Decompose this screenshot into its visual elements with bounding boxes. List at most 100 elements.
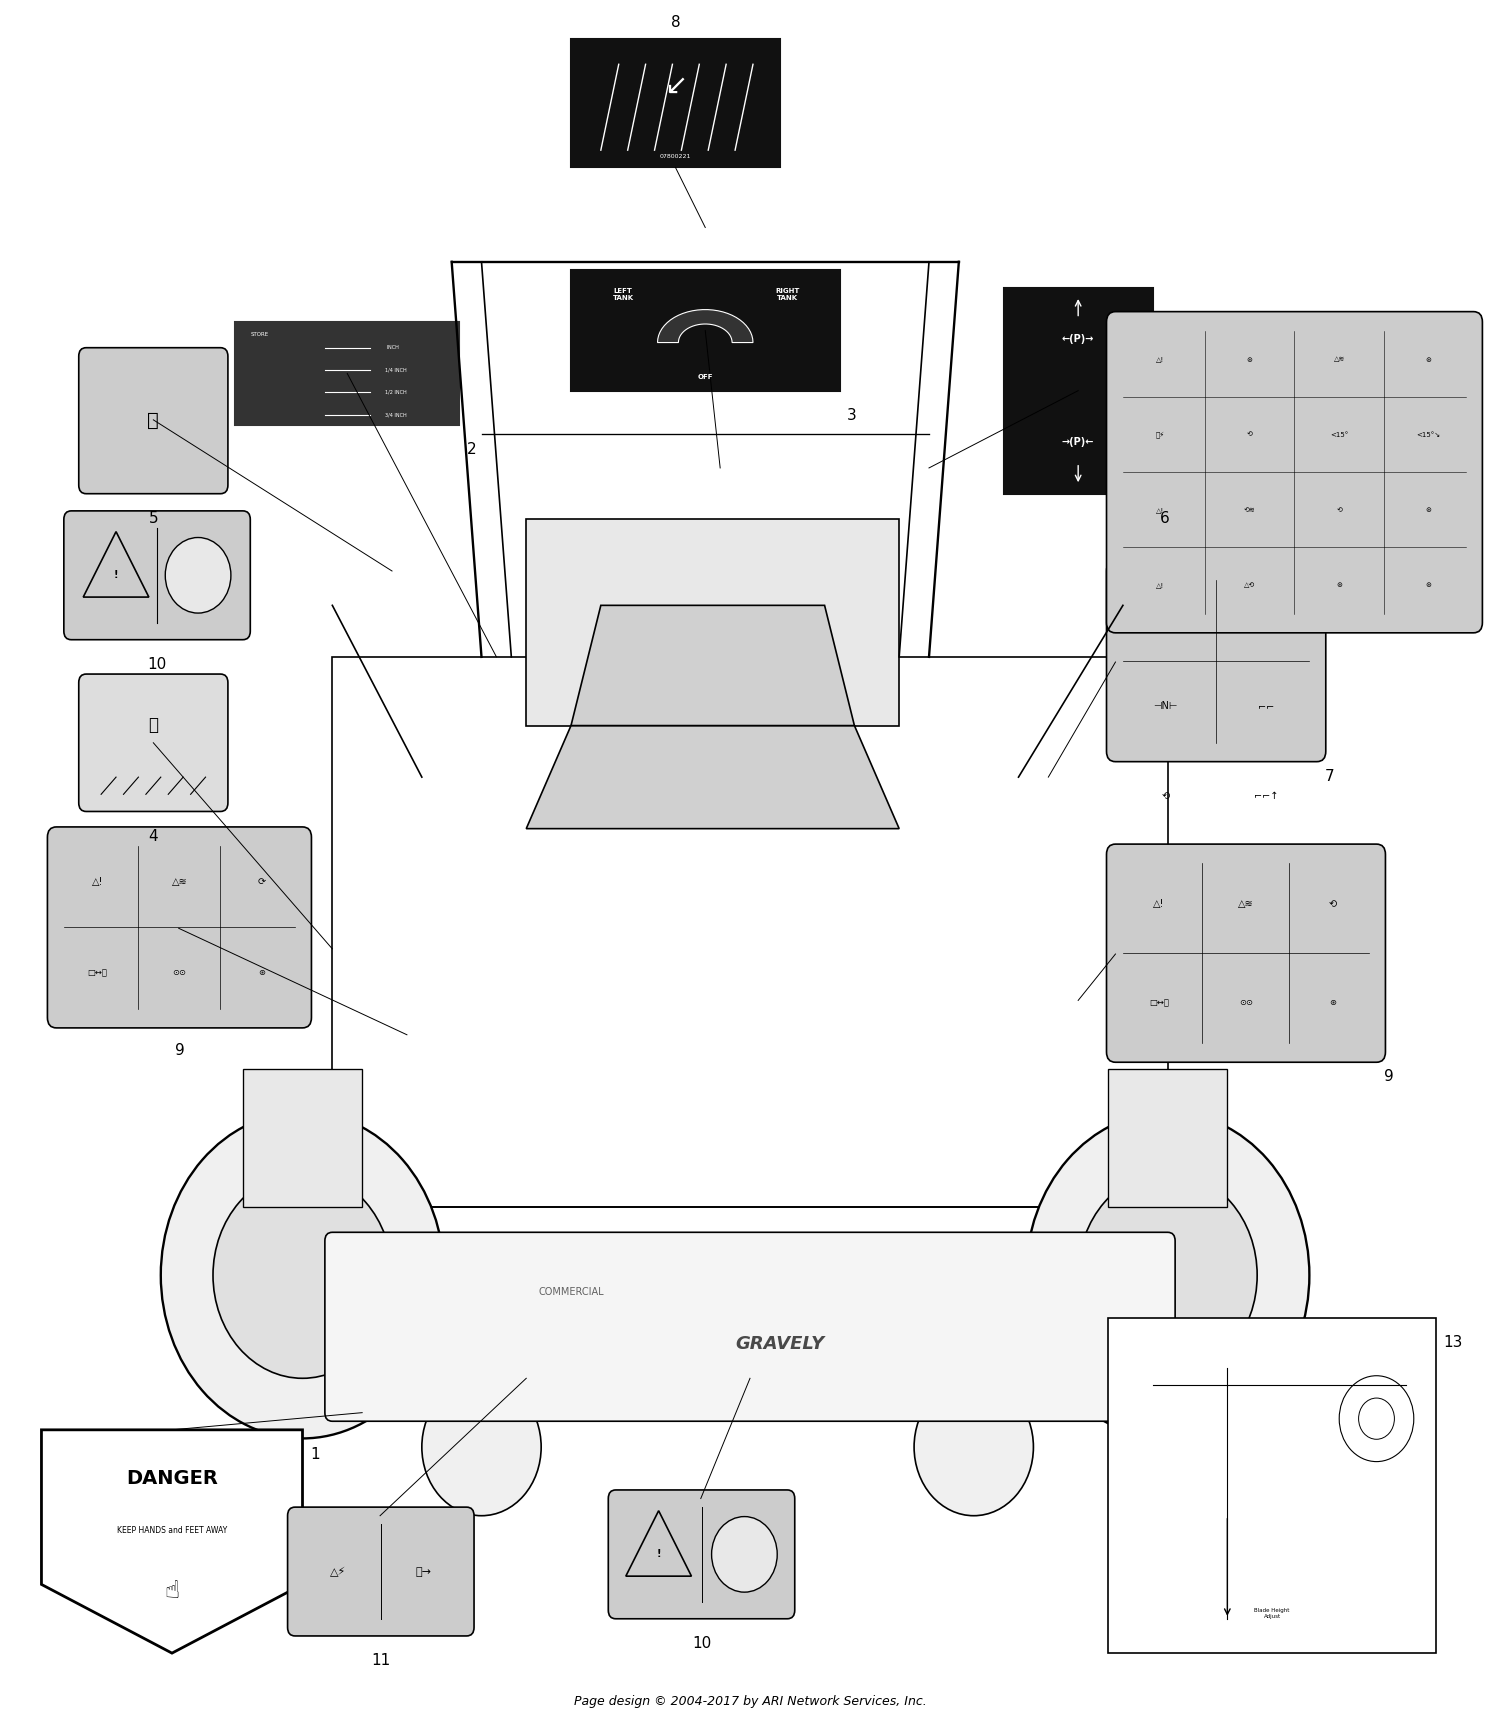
Text: ⟲≋: ⟲≋ — [1244, 507, 1256, 513]
Text: ↙: ↙ — [664, 72, 687, 100]
FancyBboxPatch shape — [78, 675, 228, 811]
Text: □↔👤: □↔👤 — [1149, 998, 1168, 1006]
Text: △!: △! — [1156, 507, 1164, 513]
Text: RIGHT
TANK: RIGHT TANK — [776, 288, 800, 300]
Text: ⌐⌐↑: ⌐⌐↑ — [1254, 792, 1278, 801]
FancyBboxPatch shape — [609, 1490, 795, 1619]
Text: ⊛: ⊛ — [1426, 507, 1431, 513]
FancyBboxPatch shape — [78, 347, 228, 494]
Text: 1/4 INCH: 1/4 INCH — [384, 368, 406, 373]
Text: △!: △! — [1154, 899, 1164, 910]
Circle shape — [422, 1379, 542, 1515]
Text: ⊛: ⊛ — [1426, 582, 1431, 589]
Text: ⌐⌐: ⌐⌐ — [1258, 701, 1275, 711]
Text: ⊛: ⊛ — [1336, 582, 1342, 589]
Text: 10: 10 — [147, 658, 166, 671]
Text: 11: 11 — [370, 1654, 390, 1667]
Text: INCH: INCH — [384, 345, 399, 350]
Bar — [1004, 288, 1152, 494]
Text: △⟲: △⟲ — [1244, 582, 1256, 589]
Polygon shape — [657, 309, 753, 342]
Text: △⚡: △⚡ — [330, 1567, 346, 1576]
Text: ⟲: ⟲ — [1246, 432, 1252, 438]
FancyBboxPatch shape — [1107, 312, 1482, 633]
Bar — [1108, 1068, 1227, 1206]
Text: ⊛: ⊛ — [1426, 357, 1431, 362]
Text: 5: 5 — [148, 511, 158, 526]
Text: □↔👤: □↔👤 — [87, 968, 108, 977]
Text: DANGER: DANGER — [126, 1469, 218, 1488]
Text: !: ! — [114, 570, 118, 580]
Circle shape — [213, 1172, 392, 1379]
Text: 1/2 INCH: 1/2 INCH — [384, 390, 406, 395]
Text: 07800221: 07800221 — [660, 154, 692, 159]
Text: 🔧: 🔧 — [147, 411, 159, 430]
Text: <15°↘: <15°↘ — [1416, 432, 1442, 438]
Circle shape — [1340, 1376, 1414, 1462]
Text: 3/4 INCH: 3/4 INCH — [384, 413, 406, 418]
Text: △≋: △≋ — [1238, 899, 1254, 910]
Text: 8: 8 — [670, 16, 680, 29]
Text: △!: △! — [1156, 582, 1164, 589]
Text: 9: 9 — [1384, 1068, 1394, 1084]
Text: STORE: STORE — [251, 331, 268, 337]
Circle shape — [1078, 1172, 1257, 1379]
Text: 7: 7 — [1324, 768, 1334, 784]
Text: →(P)←: →(P)← — [1062, 437, 1095, 447]
Text: GRAVELY: GRAVELY — [735, 1334, 825, 1353]
Text: ⊛: ⊛ — [258, 968, 266, 977]
Text: Blade Height
Adjust: Blade Height Adjust — [1254, 1609, 1290, 1619]
Text: ☝: ☝ — [165, 1579, 180, 1603]
Text: △!: △! — [92, 877, 104, 887]
Text: ⟲: ⟲ — [1161, 792, 1170, 801]
Text: ⟳: ⟳ — [258, 877, 266, 887]
Text: KEEP HANDS and FEET AWAY: KEEP HANDS and FEET AWAY — [117, 1526, 226, 1534]
Text: !: ! — [657, 1550, 662, 1559]
Text: ←(P)→: ←(P)→ — [1062, 335, 1095, 343]
Text: 9: 9 — [174, 1043, 184, 1058]
Bar — [526, 520, 898, 725]
Bar — [572, 38, 780, 167]
Text: LEFT
TANK: LEFT TANK — [612, 288, 634, 300]
FancyBboxPatch shape — [1107, 561, 1326, 761]
Circle shape — [711, 1517, 777, 1591]
Text: COMMERCIAL: COMMERCIAL — [538, 1288, 604, 1298]
Text: 🧤: 🧤 — [148, 716, 159, 734]
FancyBboxPatch shape — [326, 1232, 1174, 1420]
Polygon shape — [42, 1429, 303, 1654]
Text: 13: 13 — [1443, 1336, 1462, 1350]
Text: ⊙⊙: ⊙⊙ — [172, 968, 186, 977]
Text: △≋: △≋ — [171, 877, 188, 887]
Text: 👤⚡: 👤⚡ — [1155, 432, 1166, 438]
Bar — [572, 271, 840, 390]
Text: 2: 2 — [466, 442, 476, 457]
Text: <15°: <15° — [1330, 432, 1348, 438]
Circle shape — [1026, 1112, 1310, 1438]
Circle shape — [914, 1379, 1034, 1515]
Text: Page design © 2004-2017 by ARI Network Services, Inc.: Page design © 2004-2017 by ARI Network S… — [573, 1695, 927, 1709]
Text: ⟲: ⟲ — [1329, 899, 1336, 910]
Text: 👤→: 👤→ — [416, 1567, 432, 1576]
Text: ⊙⊙: ⊙⊙ — [1239, 998, 1252, 1006]
FancyBboxPatch shape — [64, 511, 251, 640]
Text: OFF: OFF — [698, 375, 712, 380]
Text: △≋: △≋ — [1334, 357, 1346, 362]
Circle shape — [160, 1112, 444, 1438]
FancyBboxPatch shape — [1107, 844, 1386, 1061]
Text: 6: 6 — [1160, 511, 1170, 526]
Circle shape — [1359, 1398, 1395, 1439]
Text: 1: 1 — [310, 1446, 320, 1462]
FancyBboxPatch shape — [48, 827, 312, 1029]
Bar — [236, 323, 459, 425]
Polygon shape — [526, 725, 898, 828]
Text: ⊛: ⊛ — [1329, 998, 1336, 1006]
Polygon shape — [572, 606, 855, 725]
Text: 4: 4 — [148, 828, 158, 844]
Text: △!: △! — [1156, 357, 1164, 362]
Circle shape — [165, 537, 231, 613]
Bar — [243, 1068, 362, 1206]
Text: ⟲: ⟲ — [1336, 507, 1342, 513]
Bar — [1108, 1319, 1436, 1654]
Text: 10: 10 — [692, 1636, 711, 1652]
Text: 3: 3 — [847, 407, 856, 423]
